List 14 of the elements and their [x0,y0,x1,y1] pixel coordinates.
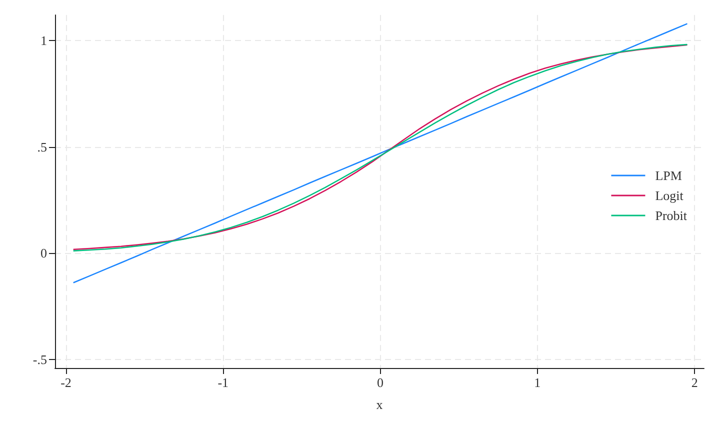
y-tick-label: 0 [40,246,47,261]
legend-label: Logit [655,188,684,203]
x-tick-label: 1 [534,375,541,390]
x-axis-title: x [376,397,384,412]
x-tick-label: 0 [377,375,384,390]
legend-label: Probit [655,208,688,223]
y-tick-label: 1 [40,33,47,48]
x-tick-label: 2 [691,375,698,390]
line-series [73,23,688,284]
legend-label: LPM [655,168,682,183]
x-tick-label: -1 [218,375,229,390]
x-tick-label: -2 [60,375,72,390]
y-tick-label: .5 [37,139,47,154]
y-tick-label: -.5 [32,352,47,367]
